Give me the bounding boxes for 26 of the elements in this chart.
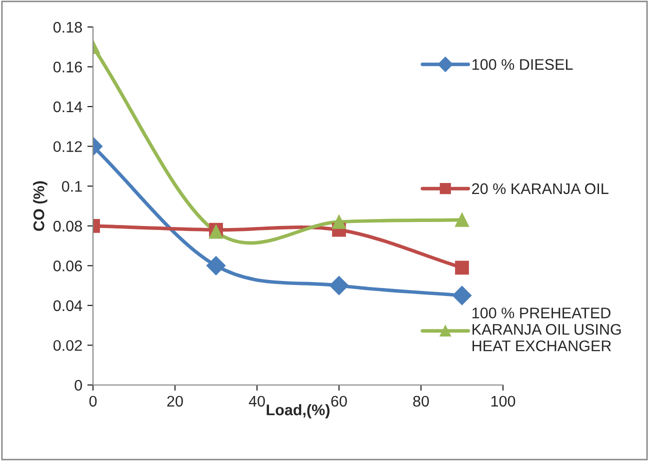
point: [332, 214, 346, 229]
x-axis-title: Load,(%): [266, 404, 330, 418]
point: [455, 260, 469, 275]
x-tick-label: 0: [89, 396, 97, 407]
y-tick-label: 0.1: [62, 180, 82, 192]
x-tick-label: 100: [491, 396, 516, 407]
y-axis-title: CO (%): [33, 181, 48, 231]
legend-label: 20 % KARANJA OIL: [472, 183, 608, 194]
y-tick-label: 0.02: [53, 340, 82, 351]
point: [452, 286, 472, 306]
y-tick-label: 0.08: [53, 220, 82, 232]
y-tick-label: 0.12: [53, 141, 82, 152]
y-tick-label: 0.04: [53, 300, 82, 312]
y-tick-label: 0.16: [53, 62, 82, 72]
point: [455, 212, 469, 227]
x-tick-label: 40: [248, 396, 265, 407]
x-tick-label: 60: [331, 396, 347, 407]
y-tick-label: 0.18: [53, 22, 82, 33]
point: [329, 276, 349, 296]
legend-label: 100 % DIESEL: [472, 59, 573, 70]
y-tick-label: 0.14: [53, 101, 82, 112]
y-tick-label: 0.06: [53, 260, 82, 272]
legend-label: 100 % PREHEATED KARANJA OIL USING HEAT EXCHANGER: [472, 308, 621, 352]
x-tick-label: 20: [167, 396, 183, 407]
y-tick-label: 0: [74, 380, 82, 391]
x-tick-label: 80: [413, 396, 429, 407]
